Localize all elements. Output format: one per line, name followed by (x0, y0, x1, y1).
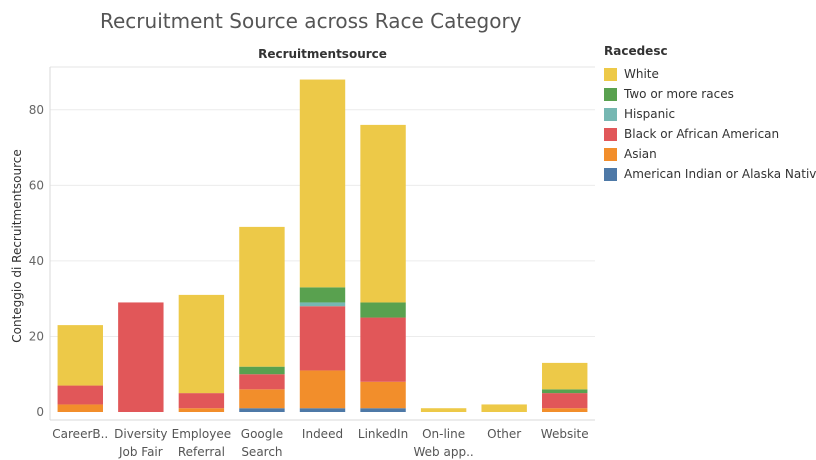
bar-segment (57, 325, 103, 386)
bar-segment (542, 408, 588, 412)
legend-swatch (604, 167, 617, 181)
bar-segment (239, 408, 285, 412)
x-tick-label: Search (241, 445, 282, 459)
legend-label: Two or more races (624, 87, 734, 101)
legend-swatch (604, 107, 617, 121)
bar-segment (57, 404, 103, 412)
x-tick-label: Other (487, 427, 521, 441)
bar-segment (239, 374, 285, 390)
bar-segment (57, 385, 103, 405)
bar-segment (299, 306, 346, 371)
legend-label: Hispanic (624, 107, 676, 121)
legend-swatch (604, 147, 617, 161)
legend-item[interactable]: American Indian or Alaska Native (604, 164, 816, 184)
x-tick-label: Diversity (114, 427, 167, 441)
bar-segment (178, 408, 225, 412)
x-tick-label: Employee (172, 427, 231, 441)
bar-segment (299, 370, 346, 409)
y-tick-label: 60 (29, 178, 44, 192)
y-tick-label: 80 (29, 103, 44, 117)
legend-swatch (604, 127, 617, 141)
legend-label: White (624, 67, 659, 81)
legend-label: Asian (624, 147, 657, 161)
bar-segment (360, 124, 406, 303)
top-axis-label: Recruitmentsource (258, 47, 387, 61)
x-tick-label: CareerB.. (52, 427, 108, 441)
bar-segment (178, 393, 225, 409)
legend-item[interactable]: Asian (604, 144, 816, 164)
bar-segment (360, 317, 406, 382)
bar-segment (239, 226, 285, 367)
legend: Racedesc White Two or more races Hispanic B… (604, 44, 816, 184)
bar-segment (299, 79, 346, 288)
x-tick-label: On-line (422, 427, 465, 441)
legend-item[interactable]: Black or African American (604, 124, 816, 144)
bar-segment (299, 408, 346, 412)
chart-title: Recruitment Source across Race Category (100, 9, 522, 33)
y-tick-label: 20 (29, 329, 44, 343)
bar-segment (542, 389, 588, 394)
y-tick-label: 40 (29, 254, 44, 268)
legend-item[interactable]: Two or more races (604, 84, 816, 104)
legend-item[interactable]: Hispanic (604, 104, 816, 124)
bar-segment (299, 302, 346, 307)
bar-segment (118, 302, 164, 412)
legend-items: White Two or more races Hispanic Black or A… (604, 64, 816, 184)
x-tick-label: Web app.. (414, 445, 474, 459)
legend-swatch (604, 87, 617, 101)
x-tick-label: Referral (178, 445, 225, 459)
legend-item[interactable]: White (604, 64, 816, 84)
stacked-bar-chart: Recruitmentsource 0 20 40 60 80 Conteggio di R… (10, 47, 595, 459)
bar-segment (178, 294, 225, 394)
legend-title: Racedesc (604, 44, 668, 58)
bar-segment (542, 393, 588, 409)
x-tick-label: Job Fair (118, 445, 163, 459)
bar-segment (239, 366, 285, 375)
bar-segment (239, 389, 285, 409)
bar-segment (420, 408, 467, 412)
bar-segment (360, 302, 406, 318)
x-tick-label: LinkedIn (358, 427, 408, 441)
bar-segment (542, 362, 588, 390)
bar-segment (360, 408, 406, 412)
legend-label: Black or African American (624, 127, 780, 141)
x-tick-label: Indeed (302, 427, 343, 441)
bar-segment (299, 287, 346, 303)
legend-swatch (604, 67, 617, 81)
y-axis-label: Conteggio di Recruitmentsource (10, 149, 24, 343)
bar-segment (360, 381, 406, 409)
bar-segment (481, 404, 527, 412)
y-tick-label: 0 (36, 405, 44, 419)
x-tick-label: Website (541, 427, 589, 441)
legend-label: American Indian or Alaska Native (624, 167, 816, 181)
x-tick-label: Google (241, 427, 283, 441)
